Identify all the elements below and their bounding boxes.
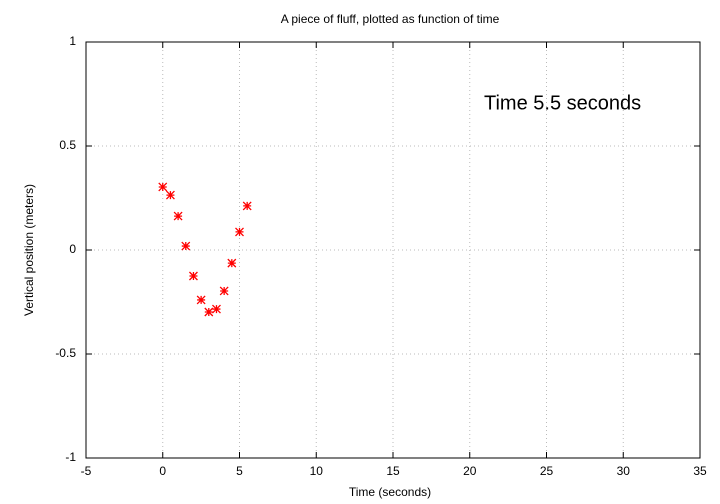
x-tick-label: 25 [540,464,554,478]
point [158,182,168,192]
y-tick-label: 0 [69,242,76,256]
x-tick-label: 10 [310,464,324,478]
x-tick-label: -5 [81,464,92,478]
x-tick-label: 15 [386,464,400,478]
point [181,241,191,251]
point [196,295,206,305]
point [212,304,221,314]
x-tick-label: 20 [463,464,477,478]
chart-title: A piece of fluff, plotted as function of… [281,12,500,26]
x-axis-label: Time (seconds) [349,485,431,499]
y-tick-label: -0.5 [55,346,76,360]
y-tick-label: -1 [65,450,76,464]
x-tick-label: 35 [693,464,707,478]
y-axis-label: Vertical position (meters) [22,184,36,316]
point [188,271,198,281]
annotation: Time 5.5 seconds [484,92,641,114]
point [204,307,214,317]
point [219,286,229,296]
y-tick-label: 1 [69,34,76,48]
point [173,211,183,221]
x-tick-label: 0 [159,464,166,478]
x-tick-label: 5 [236,464,243,478]
point [235,227,244,237]
point [242,201,252,211]
point [227,258,237,268]
point [165,190,175,200]
y-tick-label: 0.5 [59,138,76,152]
plot-frame [85,41,701,459]
x-tick-label: 30 [617,464,631,478]
